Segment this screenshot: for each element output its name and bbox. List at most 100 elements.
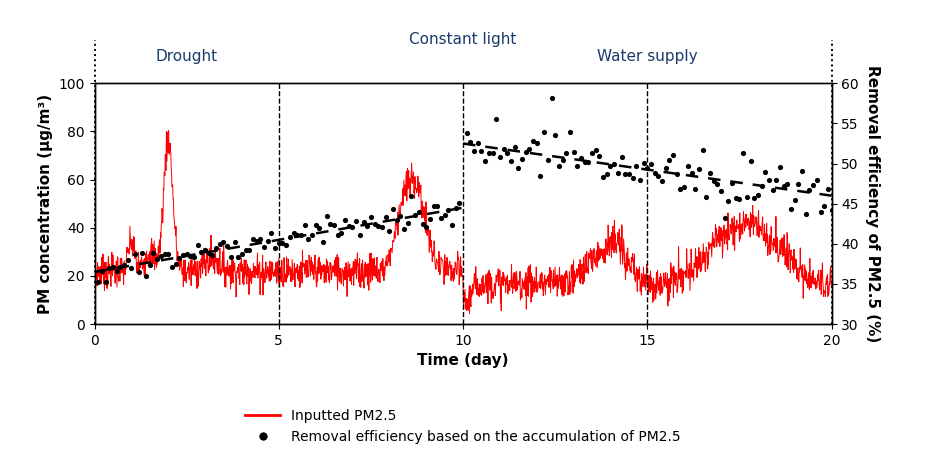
- Point: [135, 249, 150, 257]
- Point: [345, 223, 360, 230]
- Point: [632, 176, 647, 183]
- Point: [426, 203, 441, 210]
- Point: [577, 158, 592, 166]
- Point: [149, 256, 164, 263]
- Point: [771, 164, 786, 171]
- Point: [507, 143, 522, 150]
- Point: [341, 222, 356, 229]
- Point: [282, 233, 297, 240]
- Point: [109, 267, 124, 274]
- Point: [525, 137, 540, 144]
- Text: Constant light: Constant light: [409, 32, 516, 47]
- Point: [643, 160, 658, 168]
- Point: [731, 195, 746, 203]
- Point: [614, 153, 629, 160]
- Point: [680, 163, 695, 170]
- Point: [378, 214, 393, 221]
- Point: [581, 158, 596, 165]
- Point: [587, 147, 602, 154]
- Point: [256, 243, 271, 250]
- Point: [348, 217, 363, 225]
- Point: [168, 261, 183, 268]
- Point: [583, 150, 598, 157]
- Point: [798, 211, 813, 218]
- Point: [761, 176, 776, 183]
- Point: [753, 182, 768, 190]
- Point: [319, 212, 334, 219]
- Point: [565, 148, 581, 156]
- Point: [466, 147, 481, 155]
- Point: [790, 181, 805, 188]
- Point: [145, 249, 160, 257]
- Point: [767, 176, 783, 183]
- Point: [205, 251, 220, 258]
- Point: [414, 221, 430, 228]
- Point: [591, 152, 606, 159]
- Legend: Inputted PM2.5, Removal efficiency based on the accumulation of PM2.5: Inputted PM2.5, Removal efficiency based…: [240, 403, 685, 449]
- Point: [362, 213, 378, 220]
- Point: [786, 197, 801, 204]
- Point: [701, 169, 716, 177]
- Point: [451, 199, 466, 206]
- Point: [194, 248, 209, 256]
- Point: [164, 263, 179, 271]
- Point: [794, 167, 809, 175]
- Point: [403, 192, 418, 200]
- Point: [260, 237, 275, 244]
- Point: [352, 232, 367, 239]
- Point: [296, 222, 312, 229]
- Point: [650, 172, 666, 180]
- Point: [635, 159, 650, 166]
- Point: [606, 160, 621, 168]
- Point: [819, 185, 834, 193]
- Point: [131, 268, 146, 275]
- Point: [765, 186, 780, 194]
- Point: [440, 206, 455, 214]
- Point: [554, 156, 569, 163]
- Point: [209, 244, 224, 252]
- Point: [639, 164, 654, 172]
- Point: [647, 169, 662, 176]
- Point: [366, 220, 381, 227]
- Point: [827, 193, 842, 200]
- Point: [252, 235, 268, 243]
- Point: [484, 149, 499, 156]
- Point: [510, 164, 525, 172]
- Point: [139, 272, 154, 280]
- Point: [112, 264, 127, 271]
- Point: [610, 169, 625, 177]
- Point: [186, 253, 201, 261]
- Point: [547, 131, 562, 138]
- Point: [496, 145, 511, 153]
- Point: [329, 231, 345, 238]
- Point: [823, 206, 838, 214]
- Point: [617, 170, 632, 178]
- Point: [182, 253, 197, 260]
- Point: [687, 185, 702, 193]
- Point: [775, 182, 790, 189]
- Point: [433, 214, 448, 221]
- Point: [370, 223, 385, 230]
- Point: [300, 236, 315, 243]
- Point: [738, 193, 753, 200]
- Point: [676, 183, 691, 191]
- Point: [812, 208, 827, 216]
- Point: [127, 250, 143, 258]
- Point: [488, 115, 503, 123]
- Point: [724, 180, 739, 187]
- Point: [374, 224, 389, 231]
- Point: [219, 242, 234, 250]
- Point: [444, 221, 459, 228]
- Point: [713, 188, 728, 195]
- Point: [801, 186, 817, 193]
- Point: [544, 95, 559, 102]
- Point: [779, 180, 794, 188]
- X-axis label: Time (day): Time (day): [417, 353, 508, 369]
- Point: [120, 257, 135, 264]
- Point: [529, 139, 544, 147]
- Point: [381, 227, 396, 235]
- Point: [473, 147, 489, 155]
- Point: [389, 216, 404, 223]
- Point: [98, 278, 113, 285]
- Y-axis label: PM concentration (μg/m³): PM concentration (μg/m³): [38, 94, 53, 314]
